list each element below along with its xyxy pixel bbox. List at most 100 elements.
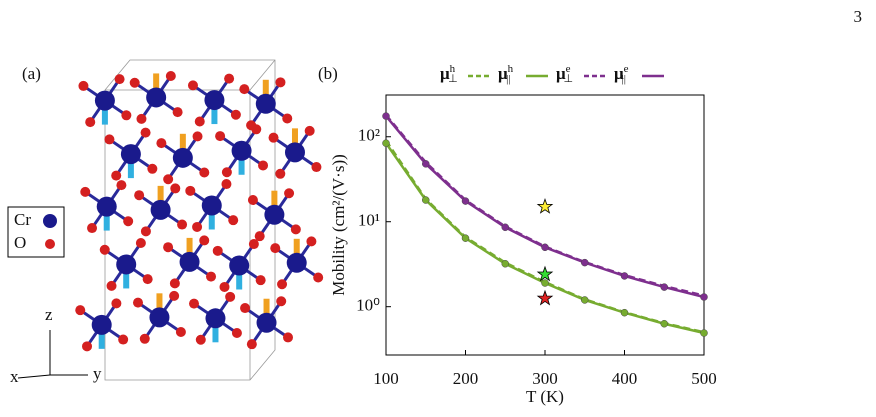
- atom: [258, 160, 269, 171]
- atom: [306, 236, 317, 247]
- atom: [255, 275, 266, 286]
- spin: [157, 185, 164, 206]
- atom: [169, 290, 180, 301]
- atom: [194, 116, 205, 127]
- data-point: [581, 296, 589, 304]
- atom: [268, 132, 279, 143]
- legend-label-part: ||: [506, 73, 510, 85]
- atom: [175, 327, 186, 338]
- legend-label: μe ⊥: [556, 63, 573, 85]
- axis-letter: x: [10, 367, 19, 386]
- atom: [172, 107, 183, 118]
- atom: [172, 147, 193, 168]
- atom: [114, 74, 125, 85]
- legend-label-part: μ: [498, 64, 508, 83]
- atom: [187, 80, 198, 91]
- atom: [256, 312, 277, 333]
- atom: [111, 170, 122, 181]
- x-tick-label: 100: [373, 369, 399, 388]
- atom: [94, 90, 115, 111]
- y-tick-label: 10²: [358, 126, 380, 145]
- legend-label-part: e: [624, 63, 629, 75]
- panel-label: (a): [22, 64, 41, 83]
- panel-label: (b): [318, 64, 338, 83]
- atom: [99, 244, 110, 255]
- atom: [116, 180, 127, 191]
- atom: [147, 163, 158, 174]
- legend-label: μh ⊥: [440, 63, 458, 85]
- atom: [179, 251, 200, 272]
- legend-label-part: μ: [614, 64, 624, 83]
- atom: [254, 231, 265, 242]
- atom: [221, 179, 232, 190]
- atom: [225, 291, 236, 302]
- data-point: [461, 197, 470, 205]
- y-tick-label: 10⁰: [356, 296, 380, 315]
- atom: [311, 162, 322, 173]
- data-point: [422, 196, 430, 204]
- atom: [251, 124, 262, 135]
- atom: [134, 190, 145, 201]
- atom: [199, 235, 210, 246]
- atom: [284, 142, 305, 163]
- atom: [177, 219, 188, 230]
- atom: [313, 272, 324, 283]
- data-point: [501, 223, 509, 232]
- atom: [118, 334, 129, 345]
- atom: [231, 140, 252, 161]
- data-point: [620, 272, 629, 280]
- star-marker: [536, 265, 554, 282]
- spin: [186, 237, 193, 258]
- legend-label-part: h: [450, 63, 456, 75]
- spin: [156, 293, 163, 314]
- spin: [127, 158, 134, 179]
- atom: [192, 221, 203, 232]
- atom: [286, 252, 307, 273]
- data-point: [501, 260, 509, 268]
- spin: [211, 104, 218, 125]
- atom: [264, 204, 285, 225]
- atom: [156, 138, 167, 149]
- atom: [189, 298, 200, 309]
- legend-label-part: h: [508, 63, 514, 75]
- axes-triad: [17, 330, 88, 379]
- atom: [135, 237, 146, 248]
- spin: [291, 128, 298, 149]
- atom: [195, 334, 206, 345]
- atom: [282, 113, 293, 124]
- x-axis-label: T (K): [526, 387, 564, 406]
- atom-legend-label: O: [14, 233, 26, 252]
- y-axis-label: Mobility (cm²/(V·s)): [329, 154, 348, 296]
- atom: [290, 224, 301, 235]
- axis-letter: z: [45, 305, 53, 324]
- spin: [236, 269, 243, 290]
- atom: [85, 117, 96, 128]
- atom: [129, 77, 140, 88]
- legend-label: μe ||: [614, 63, 629, 85]
- axis-letter: y: [93, 364, 102, 383]
- data-point: [581, 258, 589, 267]
- star-marker: [536, 198, 554, 214]
- atom: [205, 308, 226, 329]
- atom: [123, 216, 134, 227]
- crystal-structure: [75, 59, 324, 381]
- spin: [293, 238, 300, 259]
- spin: [101, 104, 108, 125]
- atom-legend-icon: [43, 214, 57, 228]
- atom: [206, 271, 217, 282]
- atom: [304, 125, 315, 136]
- atom-legend-box: [7, 206, 65, 258]
- x-tick-label: 200: [453, 369, 479, 388]
- atom: [139, 333, 150, 344]
- data-point: [620, 308, 629, 317]
- atom: [116, 254, 137, 275]
- atom: [276, 296, 287, 307]
- data-point: [700, 329, 708, 337]
- atom: [219, 281, 230, 292]
- atom: [204, 90, 225, 111]
- data-point: [382, 112, 390, 120]
- atom: [240, 303, 251, 314]
- atom: [120, 144, 141, 165]
- data-point: [660, 319, 668, 328]
- atom: [140, 127, 151, 138]
